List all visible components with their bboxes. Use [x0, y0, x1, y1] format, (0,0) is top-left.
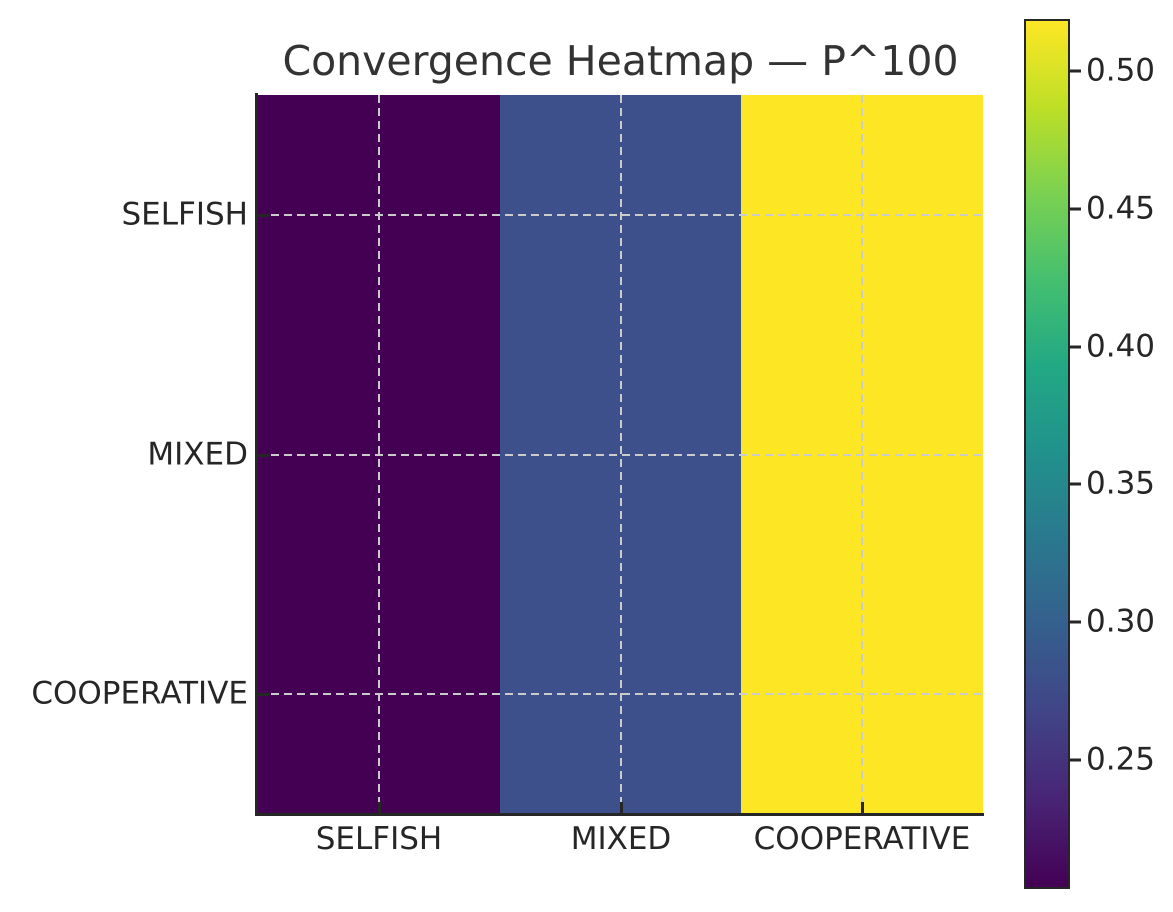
- y-axis-tick: [258, 213, 270, 217]
- y-tick-label-mixed: MIXED: [147, 436, 248, 473]
- colorbar-tick-label: 0.30: [1086, 603, 1156, 640]
- colorbar-tick-label: 0.50: [1086, 52, 1156, 89]
- chart-title: Convergence Heatmap — P^100: [282, 37, 959, 85]
- x-axis-tick: [861, 802, 865, 814]
- gridline-horizontal: [258, 453, 983, 456]
- x-tick-label-mixed: MIXED: [570, 821, 672, 857]
- left-axis-spine: [255, 93, 258, 816]
- y-tick-label-selfish: SELFISH: [121, 196, 249, 233]
- x-tick-label-cooperative: COOPERATIVE: [753, 821, 971, 857]
- x-axis-tick: [377, 802, 381, 814]
- colorbar-tick: [1070, 345, 1081, 349]
- gridline-horizontal: [258, 213, 983, 216]
- colorbar-tick-label: 0.40: [1086, 328, 1156, 365]
- y-axis-tick: [258, 453, 270, 457]
- x-tick-label-selfish: SELFISH: [315, 821, 443, 857]
- colorbar-area: 0.50 0.45 0.40 0.35 0.30 0.25: [1024, 19, 1173, 889]
- gridline-horizontal: [258, 693, 983, 696]
- y-tick-label-cooperative: COOPERATIVE: [31, 675, 248, 712]
- colorbar-tick-label: 0.35: [1086, 465, 1156, 502]
- x-axis-tick: [619, 802, 623, 814]
- heatmap-plot: [258, 95, 983, 814]
- colorbar-tick: [1070, 207, 1081, 211]
- colorbar-tick-label: 0.25: [1086, 741, 1156, 778]
- colorbar-gradient: [1024, 19, 1070, 889]
- colorbar-tick: [1070, 69, 1081, 73]
- colorbar-tick: [1070, 758, 1081, 762]
- bottom-axis-spine: [255, 813, 984, 816]
- colorbar-tick: [1070, 620, 1081, 624]
- colorbar-tick: [1070, 482, 1081, 486]
- colorbar-tick-label: 0.45: [1086, 190, 1156, 227]
- y-axis-tick: [258, 693, 270, 697]
